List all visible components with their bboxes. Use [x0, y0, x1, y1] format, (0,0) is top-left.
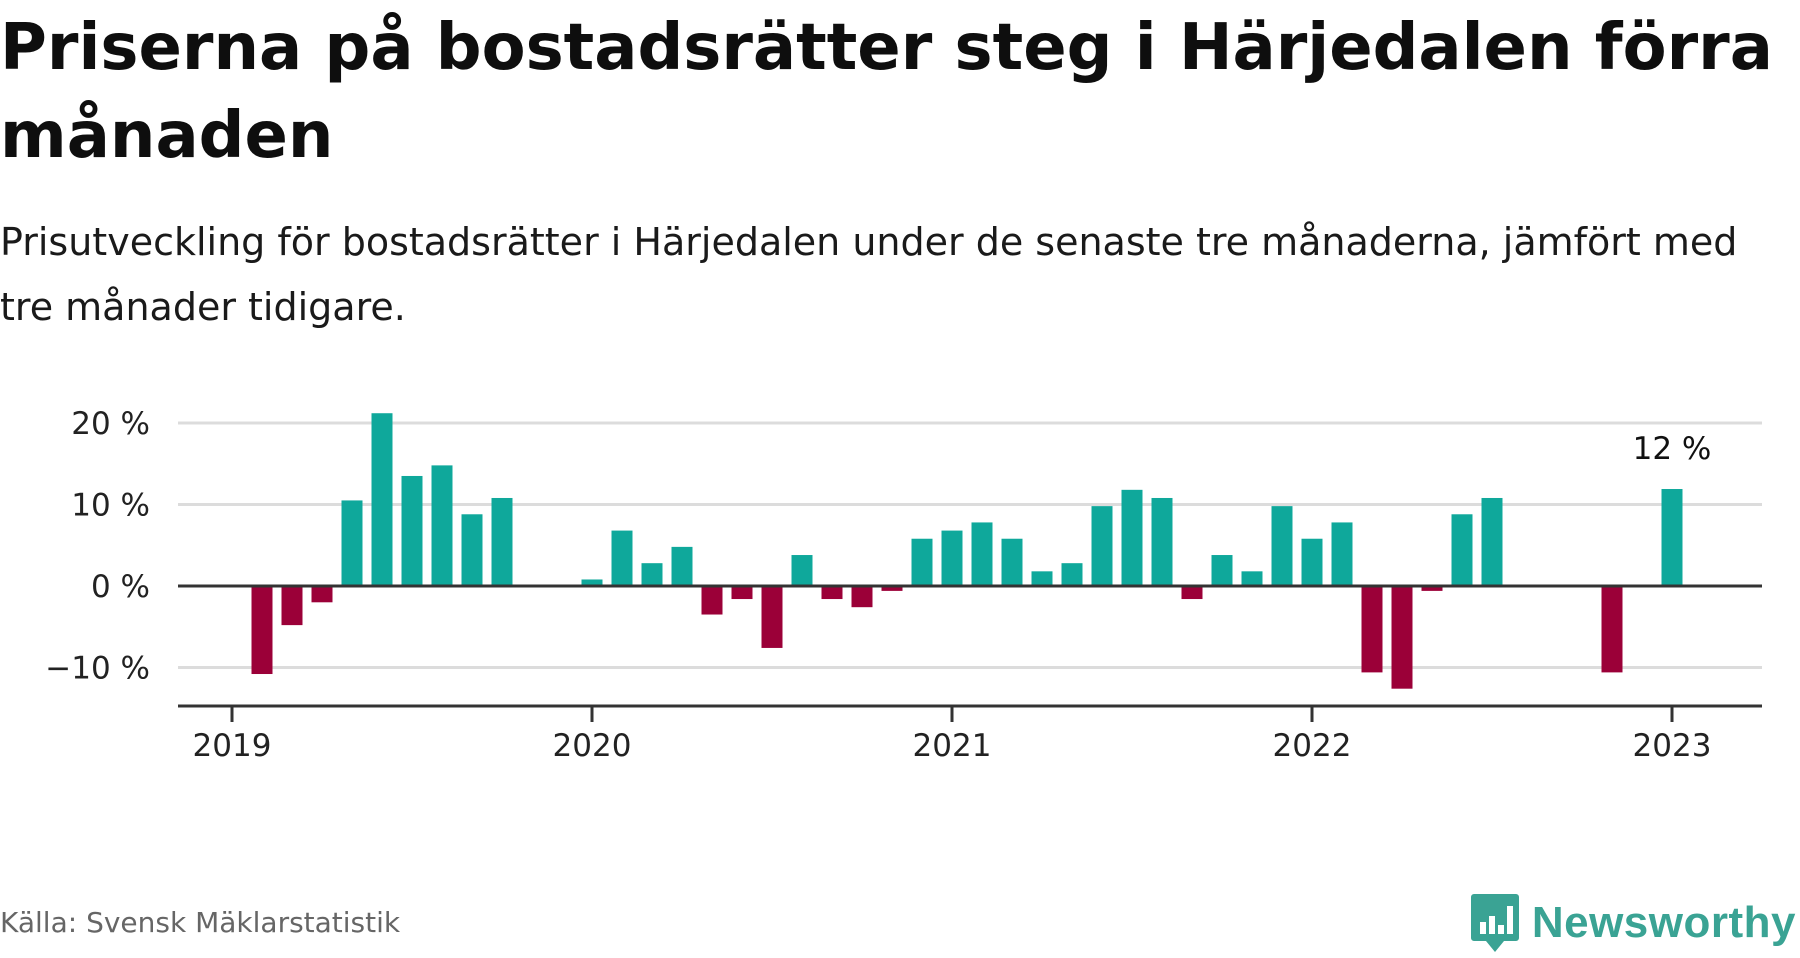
bar [911, 538, 933, 586]
bar [341, 500, 363, 586]
bar [1661, 489, 1683, 586]
y-tick-label: 10 % [71, 488, 150, 524]
source-note: Källa: Svensk Mäklarstatistik [0, 906, 401, 939]
bar [1601, 586, 1623, 673]
newsworthy-logo-icon [1470, 894, 1519, 952]
x-tick-label: 2019 [193, 728, 272, 764]
bar [1331, 522, 1353, 586]
x-tick-label: 2022 [1273, 728, 1352, 764]
bar [371, 413, 393, 586]
bar [611, 530, 633, 586]
bar [461, 514, 483, 586]
value-annotation: 12 % [1633, 431, 1712, 467]
bar [1391, 586, 1413, 689]
bar [281, 586, 303, 626]
bar [1241, 571, 1263, 586]
bar [941, 530, 963, 586]
bar [821, 586, 843, 600]
y-tick-label: 0 % [91, 569, 150, 605]
chart-title: Priserna på bostadsrätter steg i Härjeda… [0, 11, 1773, 173]
bar [1151, 497, 1173, 586]
bar [1061, 563, 1083, 586]
bar [581, 579, 603, 586]
bar [251, 586, 273, 675]
bar [671, 546, 693, 586]
bar [1001, 538, 1023, 586]
bar [1451, 514, 1473, 586]
bar [791, 555, 813, 586]
bar [851, 586, 873, 608]
x-tick-label: 2021 [913, 728, 992, 764]
chart-subtitle: Prisutveckling för bostadsrätter i Härje… [0, 220, 1738, 329]
x-tick-label: 2023 [1633, 728, 1712, 764]
bars [251, 413, 1683, 689]
bar [641, 563, 663, 586]
x-tick-label: 2020 [553, 728, 632, 764]
axes [178, 584, 1762, 722]
bar [1361, 586, 1383, 673]
bar [971, 522, 993, 586]
bar [491, 497, 513, 586]
bar [701, 586, 723, 615]
bar [731, 586, 753, 600]
bar [1181, 586, 1203, 600]
bar [1301, 538, 1323, 586]
bar [1211, 555, 1233, 586]
bar [1031, 571, 1053, 586]
bar [431, 465, 453, 586]
bar [1271, 506, 1293, 586]
bar [401, 475, 423, 586]
bar [1091, 506, 1113, 586]
bar [311, 586, 333, 603]
bar [1121, 489, 1143, 586]
y-tick-label: −10 % [45, 651, 150, 687]
y-tick-label: 20 % [71, 406, 150, 442]
bar [881, 586, 903, 591]
bar [1421, 586, 1443, 591]
brand-logo: Newsworthy [1470, 888, 1796, 958]
labels: −10 % 0 % 10 % 20 % 2019 2020 2021 2022 2023 12 % [45, 406, 1711, 764]
bar [1481, 497, 1503, 586]
brand-name: Newsworthy [1531, 898, 1796, 947]
bar [761, 586, 783, 648]
